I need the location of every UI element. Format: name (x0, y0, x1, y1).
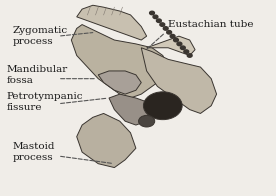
Polygon shape (147, 36, 195, 55)
Circle shape (187, 54, 192, 57)
Circle shape (184, 50, 189, 53)
Circle shape (153, 15, 158, 19)
Polygon shape (98, 71, 141, 94)
Text: Mandibular
fossa: Mandibular fossa (7, 65, 68, 84)
Circle shape (139, 115, 155, 127)
Text: Mastoid
process: Mastoid process (12, 142, 55, 162)
Text: Petrotympanic
fissure: Petrotympanic fissure (7, 92, 83, 112)
Polygon shape (77, 5, 147, 40)
Circle shape (144, 92, 182, 120)
Text: Zygomatic
process: Zygomatic process (12, 26, 67, 46)
Circle shape (174, 38, 178, 42)
Circle shape (181, 46, 185, 50)
Circle shape (177, 42, 182, 46)
Polygon shape (141, 48, 217, 113)
Polygon shape (109, 94, 152, 125)
Circle shape (156, 19, 161, 23)
Text: Eustachian tube: Eustachian tube (168, 20, 254, 29)
Circle shape (160, 23, 165, 26)
Polygon shape (71, 24, 168, 98)
Circle shape (150, 11, 155, 15)
Circle shape (170, 34, 175, 38)
Circle shape (163, 27, 168, 30)
Circle shape (167, 31, 172, 34)
Polygon shape (77, 113, 136, 168)
